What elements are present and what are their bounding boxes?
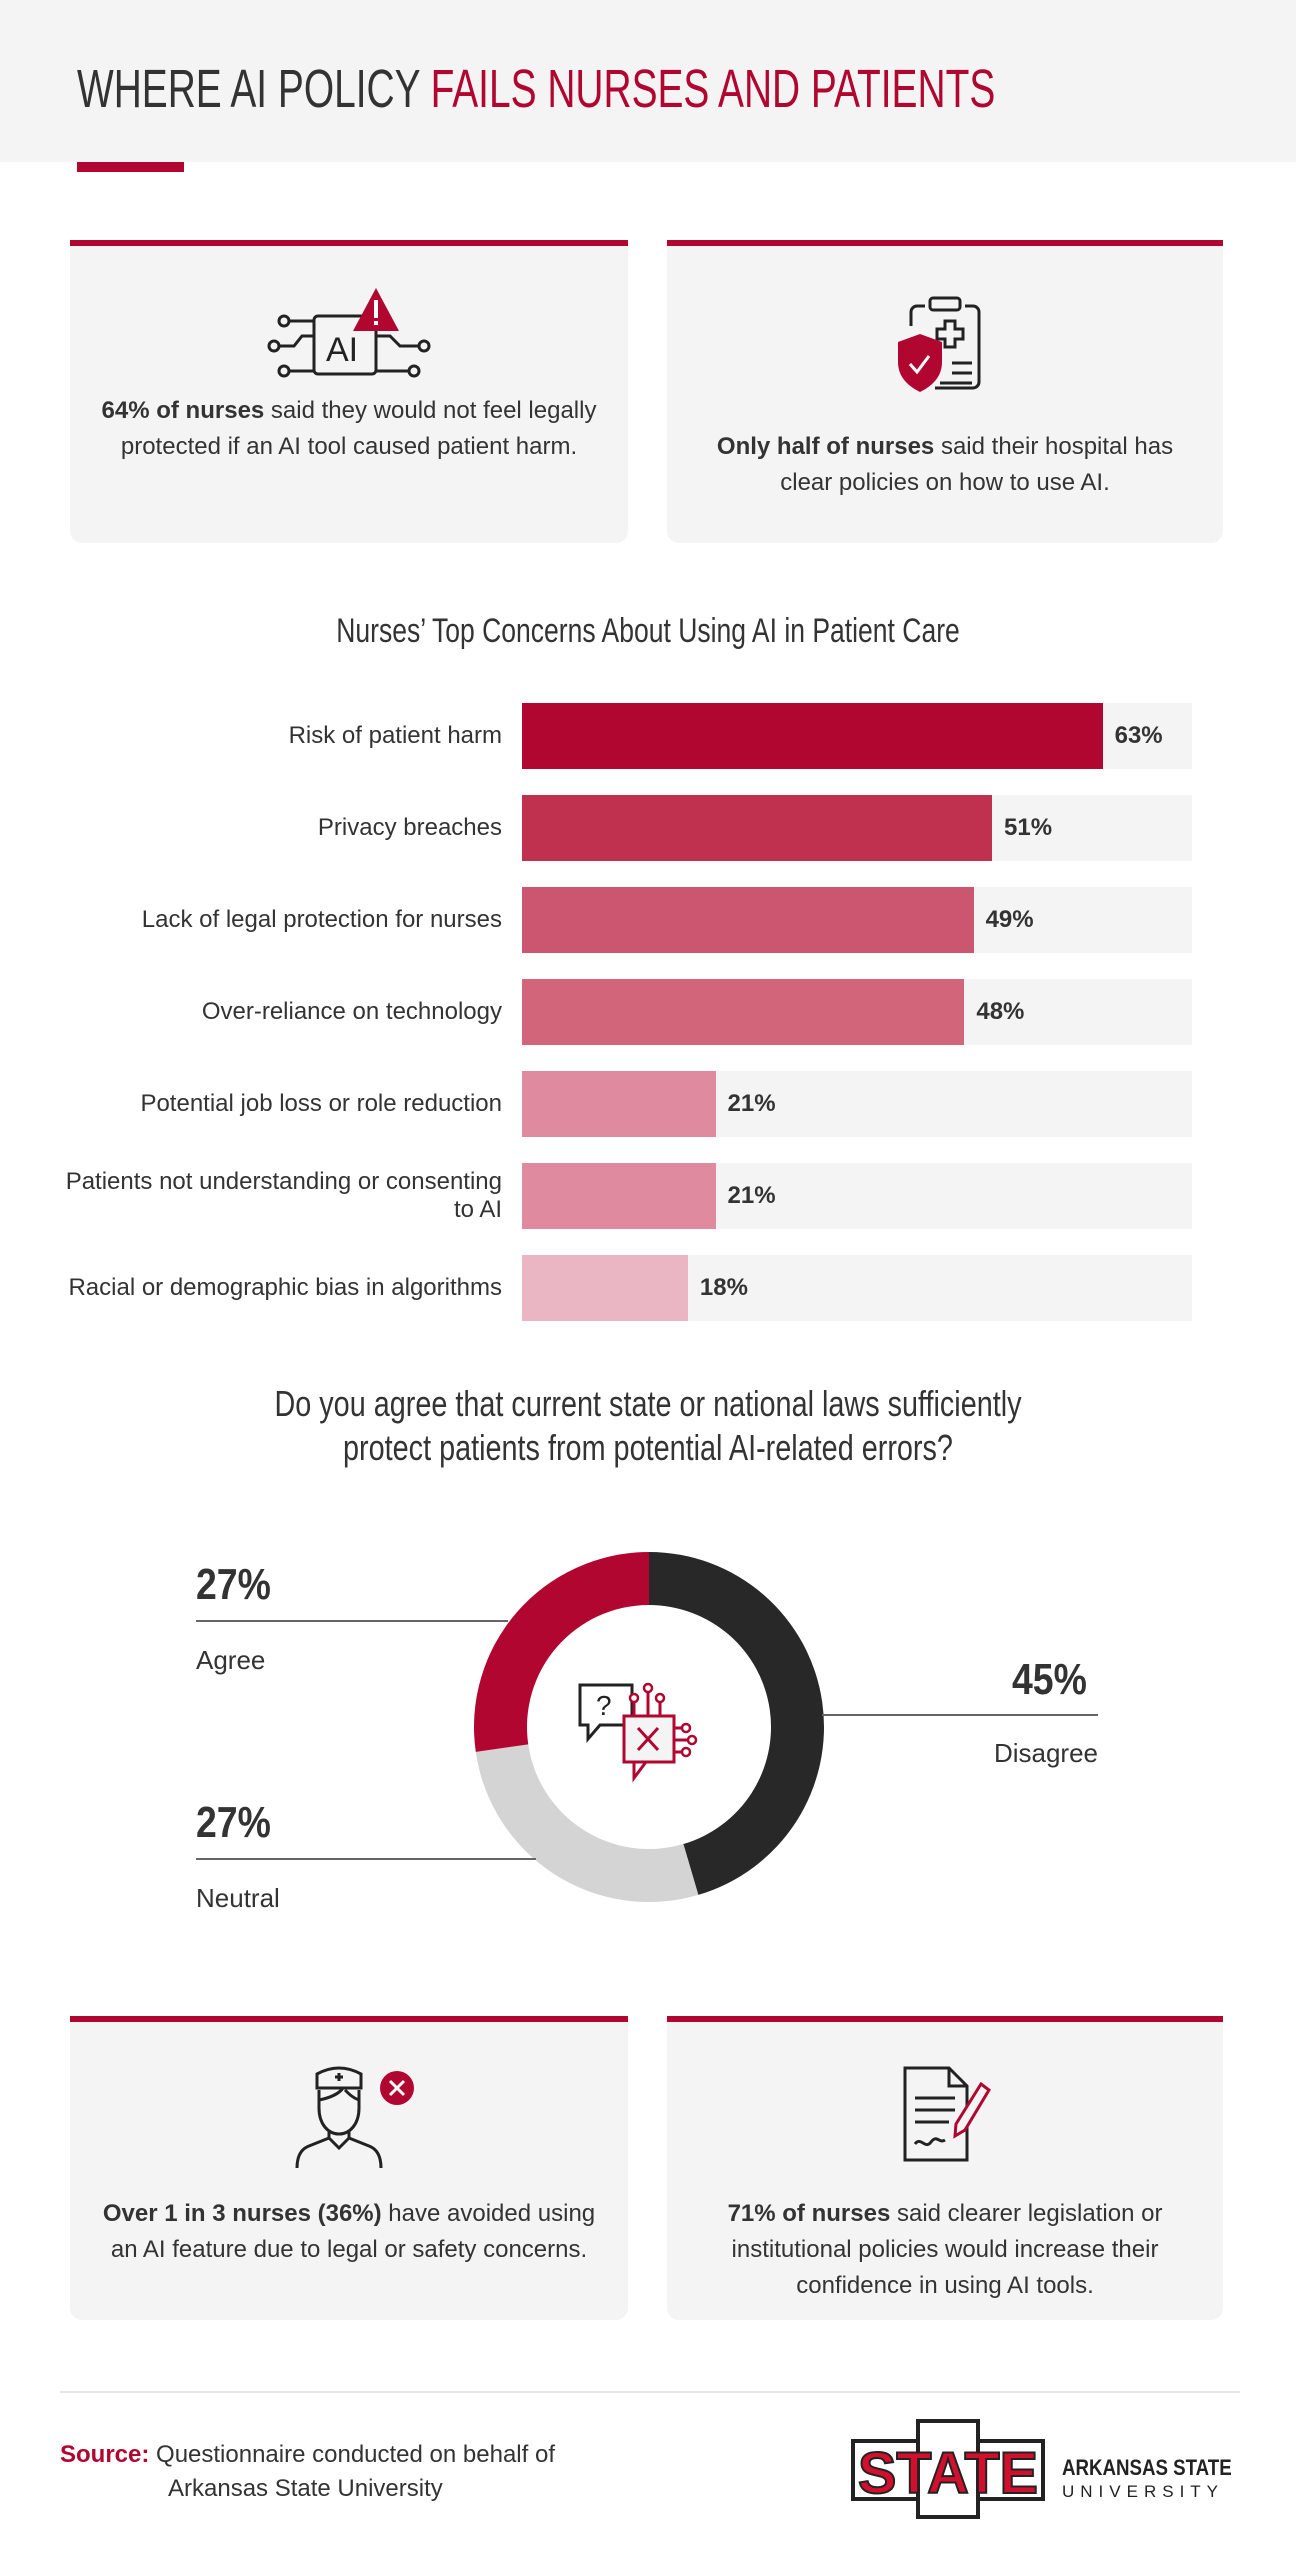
stat-card-legal-protection: AI 64% of nurses said they would not fee…	[70, 240, 628, 543]
bar-value-label: 48%	[976, 998, 1025, 1025]
ai-chip-warning-icon: AI	[267, 288, 431, 378]
bar-row: Risk of patient harm 63%	[0, 703, 1296, 769]
bar-value-label: 49%	[985, 906, 1034, 933]
clipboard-shield-icon	[898, 296, 981, 392]
header-band	[0, 0, 1296, 162]
source-label: Source:	[60, 2441, 150, 2468]
neutral-percent: 27%	[196, 1798, 271, 1847]
bar-label: Over-reliance on technology	[201, 998, 502, 1025]
bar	[522, 795, 992, 861]
chat-question-ai-error-icon: ?	[578, 1682, 698, 1783]
bar	[522, 1163, 716, 1229]
neutral-leader-line	[196, 1858, 536, 1860]
bar-chart-title: Nurses’ Top Concerns About Using AI in P…	[336, 612, 960, 650]
bar-label: Lack of legal protection for nurses	[141, 906, 502, 933]
bar-label: Patients not understanding or consenting…	[65, 1168, 502, 1223]
bar	[522, 703, 1103, 769]
bar-value-label: 18%	[699, 1274, 748, 1301]
footer-divider	[60, 2391, 1240, 2393]
bar-row: Lack of legal protection for nurses 49%	[0, 887, 1296, 953]
bar	[522, 979, 965, 1045]
bar-row: Potential job loss or role reduction 21%	[0, 1071, 1296, 1137]
donut-slice-agree	[474, 1552, 649, 1752]
bar	[522, 1071, 716, 1137]
bar-track: 18%	[522, 1255, 1192, 1321]
bar-track: 49%	[522, 887, 1192, 953]
svg-text:?: ?	[596, 1690, 612, 1721]
neutral-label: Neutral	[196, 1883, 280, 1913]
bar	[522, 887, 974, 953]
bar-label: Potential job loss or role reduction	[140, 1090, 502, 1117]
bar-label: Risk of patient harm	[288, 722, 502, 749]
bar-row: Privacy breaches 51%	[0, 795, 1296, 861]
stat-card-clearer-legislation: 71% of nurses said clearer legislation o…	[667, 2016, 1223, 2320]
bar-value-label: 63%	[1114, 722, 1163, 749]
svg-text:AI: AI	[326, 331, 358, 369]
bar-track: 63%	[522, 703, 1192, 769]
bar-row: Patients not understanding or consenting…	[0, 1163, 1296, 1229]
bar-value-label: 21%	[727, 1182, 776, 1209]
stat-text: Only half of nurses said their hospital …	[716, 433, 1174, 496]
disagree-percent: 45%	[1012, 1655, 1087, 1704]
agree-percent: 27%	[196, 1560, 271, 1609]
bar-label: Racial or demographic bias in algorithms	[68, 1274, 502, 1301]
title-accent-bar	[77, 162, 184, 172]
university-sub: UNIVERSITY	[1062, 2482, 1225, 2501]
bar-track: 48%	[522, 979, 1192, 1045]
disagree-label: Disagree	[993, 1738, 1098, 1768]
stat-text: Over 1 in 3 nurses (36%) have avoided us…	[102, 2200, 596, 2263]
source-note: Source: Questionnaire conducted on behal…	[60, 2438, 555, 2506]
title-red: FAILS NURSES AND PATIENTS	[430, 59, 996, 119]
bar-label: Privacy breaches	[317, 814, 502, 841]
bar-track: 21%	[522, 1163, 1192, 1229]
title-dark: WHERE AI POLICY	[77, 59, 431, 119]
nurse-x-icon	[295, 2066, 414, 2169]
page-title: WHERE AI POLICY FAILS NURSES AND PATIENT…	[77, 58, 995, 120]
stat-text: 64% of nurses said they would not feel l…	[101, 397, 597, 460]
bar-value-label: 51%	[1004, 814, 1053, 841]
donut-chart: ?	[474, 1552, 824, 1902]
bar-row: Over-reliance on technology 48%	[0, 979, 1296, 1045]
source-text: Questionnaire conducted on behalf of	[149, 2441, 555, 2468]
stat-card-hospital-policy: Only half of nurses said their hospital …	[667, 240, 1223, 543]
disagree-leader-line	[822, 1714, 1098, 1716]
agree-label: Agree	[196, 1645, 266, 1675]
svg-text:STATE: STATE	[858, 2441, 1038, 2506]
source-text-2: Arkansas State University	[168, 2475, 443, 2502]
agree-leader-line	[196, 1620, 508, 1622]
stat-card-avoided-ai: Over 1 in 3 nurses (36%) have avoided us…	[70, 2016, 628, 2320]
donut-question: Do you agree that current state or natio…	[274, 1383, 1022, 1468]
university-name: ARKANSAS STATE	[1062, 2455, 1232, 2480]
donut-slice-neutral	[475, 1744, 699, 1902]
university-logo-mark: STATE	[851, 2419, 1051, 2519]
bar-track: 21%	[522, 1071, 1192, 1137]
bar-row: Racial or demographic bias in algorithms…	[0, 1255, 1296, 1321]
stat-text: 71% of nurses said clearer legislation o…	[727, 2200, 1163, 2299]
donut-slice-disagree	[649, 1552, 824, 1895]
bar-track: 51%	[522, 795, 1192, 861]
bar	[522, 1255, 688, 1321]
document-pen-icon	[903, 2066, 991, 2162]
bar-value-label: 21%	[727, 1090, 776, 1117]
